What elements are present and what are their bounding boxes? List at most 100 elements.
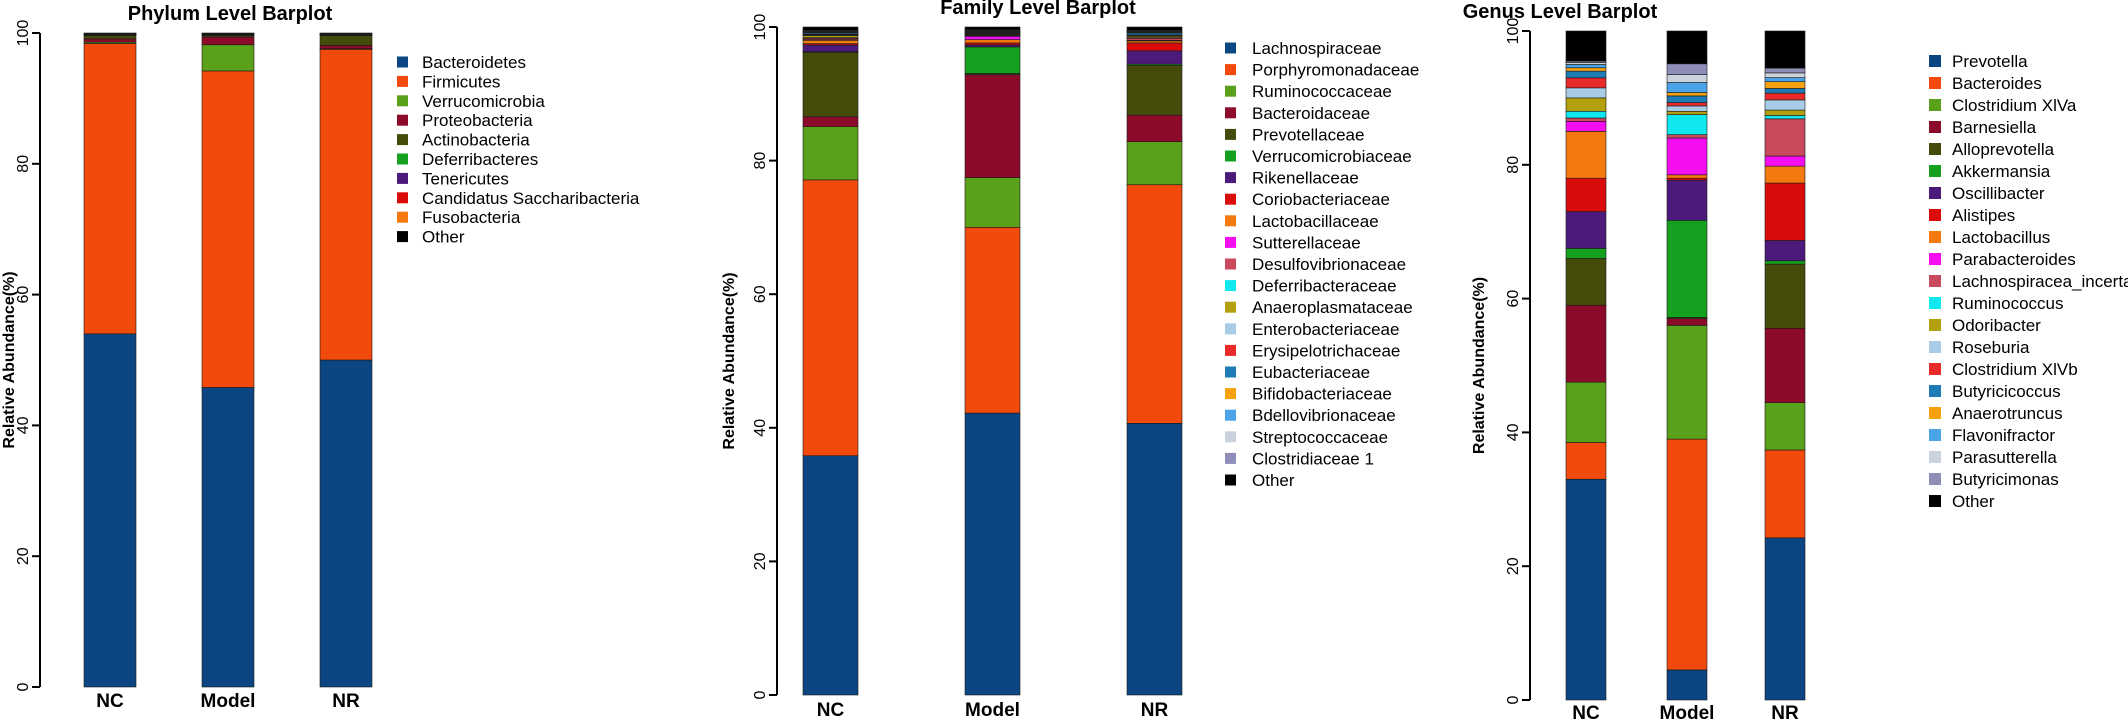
x-category-label: Model (965, 700, 1020, 721)
bar-segment-nc-ruminococcaceae (803, 127, 858, 180)
bar-segment-model-lachnospiraceae (965, 413, 1020, 695)
y-axis-label: Relative Abundance(%) (1, 271, 18, 448)
legend-label: Deferribacteraceae (1252, 277, 1397, 296)
bar-segment-nc-rikenellaceae (803, 45, 858, 52)
bar-segment-nr-proteobacteria (320, 45, 372, 48)
legend-swatch (1225, 86, 1236, 97)
legend-swatch (1929, 187, 1941, 199)
legend-label: Flavonifractor (1952, 426, 2055, 445)
bar-segment-nr-flavonifractor (1765, 78, 1805, 82)
bar-segment-nr-parabacteroides (1765, 156, 1805, 166)
bar-segment-model-ruminococcus (1667, 115, 1707, 135)
legend-swatch (1225, 129, 1236, 140)
bar-segment-model-alistipes (1667, 178, 1707, 180)
bar-segment-nc-clostridium-xlvb (1566, 78, 1606, 88)
bar-segment-model-odoribacter (1667, 111, 1707, 114)
bar-segment-nc-roseburia (1566, 88, 1606, 98)
legend-swatch (1225, 345, 1236, 356)
bar-segment-nr-rikenellaceae (1127, 51, 1182, 64)
legend-label: Alistipes (1952, 206, 2015, 225)
legend-label: Bacteroides (1952, 74, 2042, 93)
bar-segment-model-verrucomicrobiaceae (965, 47, 1020, 74)
bar-segment-nc-barnesiella (1566, 305, 1606, 382)
legend-swatch (1929, 253, 1941, 265)
y-tick-label: 20 (15, 547, 32, 565)
legend-label: Bacteroidaceae (1252, 104, 1370, 123)
y-tick-label: 100 (752, 14, 769, 41)
bar-segment-nc-bacteroides (1566, 442, 1606, 479)
bar-segment-nr-prevotellaceae (1127, 65, 1182, 115)
bar-segment-nc-actinobacteria (84, 36, 136, 39)
legend-swatch (1929, 341, 1941, 353)
bar-segment-model-porphyromonadaceae (965, 227, 1020, 413)
bar-segment-nc-bacteroidaceae (803, 117, 858, 127)
bar-segment-model-akkermansia (1667, 220, 1707, 317)
bar-segment-nr-butyricicoccus (1765, 88, 1805, 93)
legend-swatch (1929, 407, 1941, 419)
bar-segment-nc-other (1566, 31, 1606, 61)
legend-label: Akkermansia (1952, 162, 2051, 181)
legend-swatch (1225, 194, 1236, 205)
legend-label: Tenericutes (422, 169, 509, 188)
bar-segment-nc-lachnospiracea-incertae-sedis (1566, 118, 1606, 121)
bar-segment-model-clostridium-xlvb (1667, 103, 1707, 106)
bar-segment-model-parabacteroides (1667, 138, 1707, 175)
legend-label: Ruminococcus (1952, 294, 2064, 313)
y-tick-label: 60 (1505, 290, 1522, 308)
bar-segment-model-firmicutes (202, 71, 254, 388)
x-category-label: NR (1771, 703, 1799, 721)
legend-swatch (397, 57, 408, 68)
legend-swatch (1929, 297, 1941, 309)
legend-swatch (397, 115, 408, 126)
x-category-label: NC (817, 700, 845, 721)
legend-swatch (1225, 323, 1236, 334)
bar-segment-model-proteobacteria (202, 37, 254, 45)
legend-label: Deferribacteres (422, 150, 538, 169)
legend-swatch (1929, 385, 1941, 397)
bar-segment-nc-other (803, 27, 858, 30)
y-tick-label: 80 (15, 155, 32, 173)
bar-segment-nc-odoribacter (1566, 98, 1606, 111)
phylum-chart: Phylum Level Barplot020406080100Relative… (0, 0, 700, 721)
legend-label: Desulfovibrionaceae (1252, 255, 1406, 274)
legend-swatch (397, 76, 408, 87)
legend-label: Lachnospiraceae (1252, 39, 1381, 58)
legend-label: Fusobacteria (422, 208, 521, 227)
legend-label: Verrucomicrobia (422, 92, 545, 111)
bar-segment-nc-flavonifractor (1566, 64, 1606, 67)
legend-label: Bdellovibrionaceae (1252, 406, 1396, 425)
bar-segment-nc-bacteroidetes (84, 334, 136, 687)
legend-swatch (1225, 388, 1236, 399)
bar-segment-nr-ruminococcaceae (1127, 142, 1182, 185)
legend-swatch (397, 231, 408, 242)
legend-swatch (1225, 280, 1236, 291)
legend-label: Other (1952, 492, 1995, 511)
bar-segment-nr-prevotella (1765, 538, 1805, 700)
bar-segment-nr-porphyromonadaceae (1127, 185, 1182, 424)
bar-segment-model-sutterellaceae (965, 36, 1020, 39)
legend-swatch (1929, 473, 1941, 485)
legend-swatch (397, 154, 408, 165)
bar-segment-nr-alloprevotella (1765, 264, 1805, 328)
y-tick-label: 0 (1505, 695, 1522, 704)
bar-segment-nc-parasutterella (1566, 62, 1606, 64)
bar-segment-model-butyricimonas (1667, 64, 1707, 75)
legend-label: Verrucomicrobiaceae (1252, 147, 1412, 166)
legend-swatch (1225, 367, 1236, 378)
bar-segment-nr-lachnospiraceae (1127, 423, 1182, 695)
legend-swatch (1929, 319, 1941, 331)
legend-label: Proteobacteria (422, 111, 533, 130)
bar-segment-model-verrucomicrobia (202, 45, 254, 71)
bar-segment-nr-coriobacteriaceae (1127, 43, 1182, 51)
y-axis-label: Relative Abundance(%) (721, 272, 738, 449)
legend-label: Ruminococcaceae (1252, 82, 1392, 101)
legend-swatch (1225, 151, 1236, 162)
legend-swatch (1225, 453, 1236, 464)
bar-segment-nc-prevotella (1566, 479, 1606, 700)
bar-segment-nr-butyricimonas (1765, 68, 1805, 73)
bar-segment-nr-parasutterella (1765, 73, 1805, 78)
bar-segment-nr-clostridium-xlva (1765, 403, 1805, 450)
legend-swatch (397, 173, 408, 184)
legend-label: Lactobacillus (1952, 228, 2050, 247)
